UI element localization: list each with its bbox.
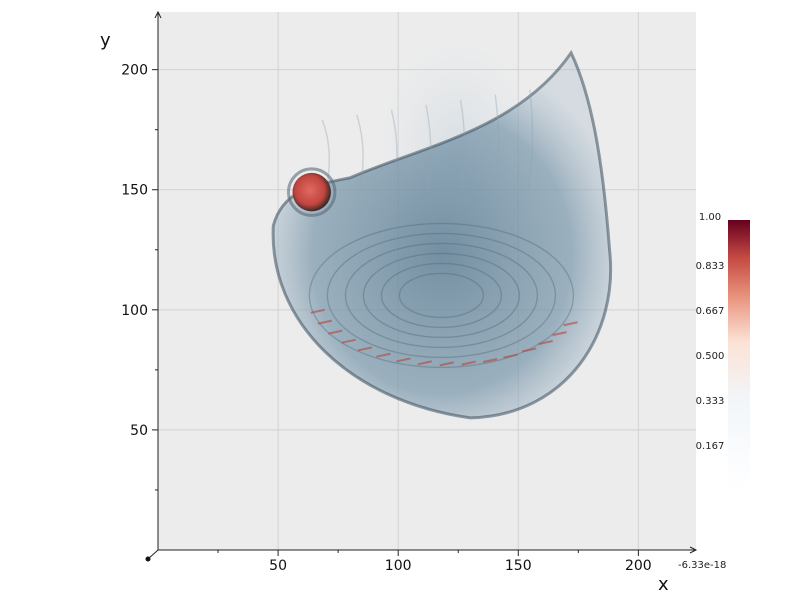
volume-highlight <box>563 321 578 327</box>
x-axis-label: x <box>658 574 669 595</box>
colorbar-tick-label: 0.667 <box>696 306 725 317</box>
colorbar-ticks: 0.167 0.333 0.500 0.667 0.833 1.00 <box>696 212 725 452</box>
y-tick-label: 50 <box>130 423 148 439</box>
volume-highlight <box>396 357 411 363</box>
y-tick-label: 150 <box>121 183 148 199</box>
origin-marker <box>145 556 151 562</box>
volume-wisp <box>390 109 398 190</box>
volume-highlight <box>357 346 373 352</box>
y-axis-arrow-icon <box>154 10 162 19</box>
volume-highlight <box>521 347 537 353</box>
volume-contour <box>398 272 485 319</box>
volume-highlight <box>328 329 343 335</box>
colorbar-tick-label: 0.333 <box>696 396 725 407</box>
volume-contour <box>362 252 521 339</box>
volume-highlight <box>461 360 476 366</box>
x-axis-arrow-icon <box>689 546 698 554</box>
volume-render <box>271 33 613 420</box>
volume-highlight <box>317 319 333 325</box>
colorbar: 0.167 0.333 0.500 0.667 0.833 1.00 -6.33e-18 <box>678 212 750 571</box>
volume-wisp <box>356 114 364 190</box>
volume-highlight <box>341 338 357 344</box>
y-tick-label: 200 <box>121 63 148 79</box>
colorbar-tick-label: 0.833 <box>696 261 725 272</box>
volume-contour <box>344 242 539 349</box>
volume-body <box>271 49 613 420</box>
x-tick-label: 150 <box>505 558 532 574</box>
volume-highlight <box>482 358 498 363</box>
volume-highlight <box>439 361 454 367</box>
colorbar-min-label: -6.33e-18 <box>678 560 726 571</box>
volume-highlight <box>310 308 325 314</box>
colorbar-tick-label: 0.500 <box>696 351 725 362</box>
axes: 50 100 150 200 50 100 150 200 <box>121 10 698 574</box>
volume-wisp <box>459 99 466 190</box>
bright-spot-ring <box>287 167 337 217</box>
volume-contour <box>308 222 575 369</box>
volume-highlight <box>538 339 553 345</box>
volume-highlight <box>376 352 391 358</box>
colorbar-tick-label: 0.167 <box>696 441 725 452</box>
volume-highlight <box>552 331 567 337</box>
y-tick-label: 100 <box>121 303 148 319</box>
colorbar-tick-label: 1.00 <box>699 212 721 223</box>
x-tick-label: 50 <box>269 558 287 574</box>
volume-highlight <box>417 360 432 366</box>
volume-contour <box>380 262 503 329</box>
colorbar-gradient <box>728 220 750 490</box>
y-axis-label: y <box>100 30 111 51</box>
volume-wisp <box>425 104 432 190</box>
x-tick-label: 200 <box>625 558 652 574</box>
volume-contour <box>326 232 557 359</box>
bright-spot <box>292 172 331 212</box>
volume-highlight <box>503 353 518 359</box>
volume-wisp <box>493 94 500 190</box>
volume-wisp <box>527 89 534 190</box>
x-tick-label: 100 <box>385 558 412 574</box>
